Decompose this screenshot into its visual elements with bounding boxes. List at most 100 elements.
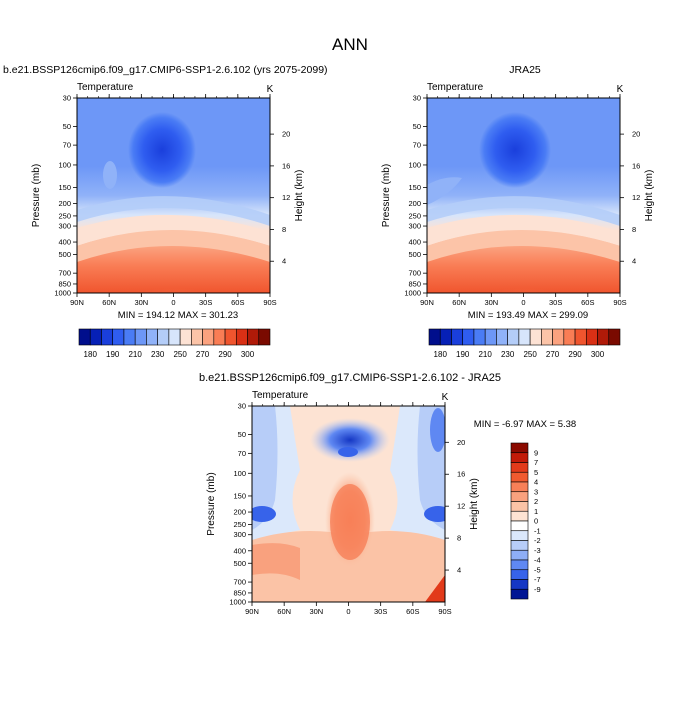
- colorbar-swatch: [146, 328, 158, 346]
- height-tick-label: 12: [282, 193, 290, 202]
- panel-model-stats: MIN = 194.12 MAX = 301.23: [118, 310, 238, 321]
- colorbar-swatch: [496, 328, 508, 346]
- pressure-tick-label: 500: [58, 250, 71, 259]
- x-tick-label: 30S: [199, 298, 212, 307]
- x-tick-label: 30S: [549, 298, 562, 307]
- x-tick-label: 60N: [277, 607, 291, 616]
- pressure-tick-label: 100: [233, 469, 246, 478]
- colorbar-swatch: [510, 530, 529, 541]
- ylabel-height: Height (km): [644, 170, 655, 222]
- figure-title: ANN: [332, 35, 368, 54]
- colorbar-obs: 180 190 210 230 250 270 290 300: [428, 328, 621, 359]
- colorbar-swatch: [235, 328, 248, 346]
- pressure-tick-label: 850: [408, 279, 421, 288]
- panel-obs-field: [427, 98, 620, 293]
- panel-diff: b.e21.BSSP126cmip6.f09_g17.CMIP6-SSP1-2.…: [199, 372, 576, 616]
- x-tick-label: 90S: [263, 298, 276, 307]
- colorbar-swatch: [510, 549, 529, 561]
- colorbar-swatch: [510, 579, 529, 590]
- pressure-tick-label: 700: [408, 269, 421, 278]
- colorbar-label: 0: [534, 517, 538, 526]
- ylabel-pressure: Pressure (mb): [206, 472, 217, 535]
- colorbar-label: 3: [534, 487, 538, 496]
- colorbar-label: 270: [196, 350, 210, 359]
- pressure-tick-label: 70: [238, 449, 246, 458]
- ylabel-pressure: Pressure (mb): [381, 164, 392, 227]
- x-tick-label: 60N: [452, 298, 466, 307]
- pressure-tick-label: 250: [233, 520, 246, 529]
- colorbar-swatch: [510, 501, 529, 512]
- colorbar-label: -5: [534, 565, 541, 574]
- colorbar-label: -9: [534, 585, 541, 594]
- pressure-tick-label: 200: [233, 508, 246, 517]
- colorbar-swatch: [541, 328, 553, 346]
- pressure-tick-label: 100: [58, 160, 71, 169]
- x-tick-label: 90N: [70, 298, 84, 307]
- colorbar-swatch: [89, 328, 102, 346]
- pressure-tick-label: 400: [233, 546, 246, 555]
- height-tick-label: 8: [282, 225, 286, 234]
- pressure-tick-label: 500: [408, 250, 421, 259]
- colorbar-label: 300: [591, 350, 605, 359]
- colorbar-swatch: [510, 462, 529, 473]
- colorbar-label: 270: [546, 350, 560, 359]
- colorbar-label: 250: [523, 350, 537, 359]
- panel-obs-title: JRA25: [509, 64, 541, 76]
- height-tick-label: 4: [632, 257, 636, 266]
- colorbar-swatch: [462, 328, 475, 346]
- colorbar-label: 2: [534, 497, 538, 506]
- x-tick-label: 60N: [102, 298, 116, 307]
- colorbar-swatch: [101, 328, 114, 346]
- colorbar-swatch: [510, 442, 529, 454]
- colorbar-swatch: [510, 510, 529, 522]
- pressure-tick-label: 850: [233, 588, 246, 597]
- x-tick-label: 60S: [406, 607, 419, 616]
- colorbar-swatch: [224, 328, 237, 346]
- panel-model-var-label: Temperature: [77, 82, 134, 93]
- panel-obs-var-label: Temperature: [427, 82, 484, 93]
- colorbar-label: 230: [151, 350, 165, 359]
- colorbar-label: 180: [84, 350, 98, 359]
- pressure-tick-label: 700: [58, 269, 71, 278]
- pressure-tick-label: 200: [408, 199, 421, 208]
- panel-diff-unit: K: [442, 392, 449, 403]
- pressure-tick-label: 250: [58, 211, 71, 220]
- colorbar-swatch: [507, 328, 520, 346]
- colorbar-swatch: [112, 328, 125, 346]
- pressure-tick-label: 400: [408, 238, 421, 247]
- panel-diff-axes: 90N 60N 30N 0 30S 60S 90S 30 50 70 100 150 200 250300…: [206, 402, 480, 617]
- panel-obs: JRA25 Temperature K 90N 60N 30N 0 30S 60S 90S 3…: [381, 64, 655, 321]
- colorbar-swatch: [529, 328, 542, 346]
- panel-obs-axes: 90N 60N 30N 0 30S 60S 90S 30 50 70 100 150 200 250 300…: [381, 94, 655, 308]
- colorbar-swatch: [157, 328, 170, 346]
- colorbar-swatch: [168, 328, 181, 346]
- colorbar-swatch: [510, 491, 529, 502]
- pressure-tick-label: 500: [233, 559, 246, 568]
- pressure-tick-label: 50: [413, 122, 421, 131]
- colorbar-label: -3: [534, 546, 541, 555]
- panel-diff-stats: MIN = -6.97 MAX = 5.38: [474, 419, 576, 430]
- colorbar-swatch: [510, 588, 529, 600]
- colorbar-swatch: [510, 471, 529, 483]
- colorbar-label: 5: [534, 468, 538, 477]
- colorbar-swatch: [202, 328, 215, 346]
- colorbar-label: 180: [434, 350, 448, 359]
- colorbar-swatch: [510, 452, 529, 463]
- colorbar-swatch: [123, 328, 136, 346]
- x-tick-label: 30N: [484, 298, 498, 307]
- colorbar-swatch: [585, 328, 598, 346]
- colorbar-swatch: [439, 328, 452, 346]
- pressure-tick-label: 700: [233, 578, 246, 587]
- colorbar-label: 290: [218, 350, 232, 359]
- pressure-tick-label: 300: [58, 222, 71, 231]
- colorbar-swatch: [597, 328, 610, 346]
- panel-diff-var-label: Temperature: [252, 390, 309, 401]
- x-tick-label: 90N: [420, 298, 434, 307]
- colorbar-swatch: [510, 540, 529, 551]
- panel-diff-field: [252, 406, 445, 602]
- height-tick-label: 16: [457, 470, 465, 479]
- panel-obs-unit: K: [617, 84, 624, 95]
- colorbar-label: 210: [128, 350, 142, 359]
- colorbar-swatch: [428, 328, 441, 346]
